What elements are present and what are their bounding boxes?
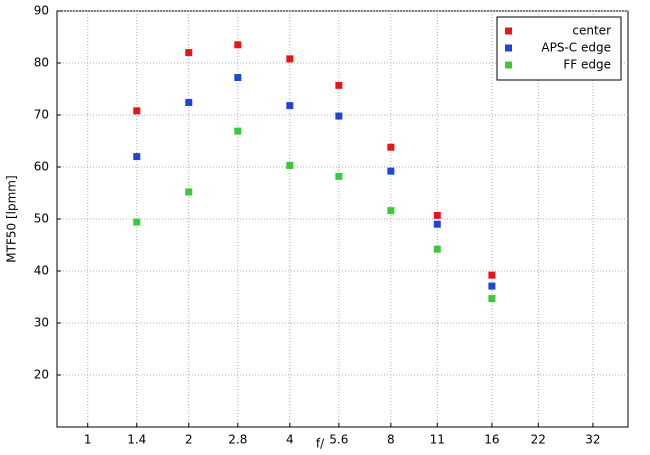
legend-marker <box>505 27 512 35</box>
legend-marker <box>505 44 512 52</box>
x-tick-label: 8 <box>387 433 395 447</box>
x-tick-label: 32 <box>585 433 600 447</box>
x-tick-label: 4 <box>286 433 294 447</box>
y-tick-label: 20 <box>34 368 49 382</box>
x-axis-label: f/ <box>316 437 325 451</box>
x-tick-label: 11 <box>430 433 445 447</box>
point <box>133 107 141 115</box>
point <box>335 81 343 89</box>
point <box>488 295 496 303</box>
x-tick-label: 2.8 <box>228 433 247 447</box>
y-tick-label: 30 <box>34 316 49 330</box>
point <box>335 172 343 180</box>
x-tick-label: 1 <box>84 433 92 447</box>
point <box>286 161 294 169</box>
x-tick-label: 5.6 <box>329 433 348 447</box>
point <box>488 282 496 290</box>
x-tick-label: 2 <box>185 433 193 447</box>
point <box>387 207 395 215</box>
y-tick-label: 60 <box>34 160 49 174</box>
legend-label: FF edge <box>563 58 611 72</box>
point <box>185 188 193 196</box>
point <box>488 271 496 279</box>
point <box>185 49 193 57</box>
point <box>234 41 242 49</box>
point <box>133 218 141 226</box>
x-tick-label: 16 <box>484 433 499 447</box>
point <box>335 112 343 120</box>
y-tick-label: 40 <box>34 264 49 278</box>
point <box>433 211 441 219</box>
x-tick-label: 22 <box>531 433 546 447</box>
legend-box <box>496 16 622 81</box>
point <box>234 127 242 135</box>
point <box>286 102 294 110</box>
point <box>286 55 294 63</box>
point <box>387 167 395 175</box>
y-tick-label: 50 <box>34 212 49 226</box>
y-axis-label: MTF50 [lpmm] <box>5 175 19 262</box>
point <box>133 153 141 161</box>
x-tick-label: 1.4 <box>127 433 146 447</box>
legend-label: center <box>572 24 611 38</box>
y-tick-label: 90 <box>34 4 49 18</box>
point <box>234 74 242 82</box>
legend-marker <box>505 61 512 69</box>
y-tick-label: 70 <box>34 108 49 122</box>
point <box>433 220 441 228</box>
y-tick-label: 80 <box>34 56 49 70</box>
legend-label: APS-C edge <box>541 41 611 55</box>
point <box>387 143 395 151</box>
point <box>185 99 193 107</box>
point <box>433 245 441 253</box>
